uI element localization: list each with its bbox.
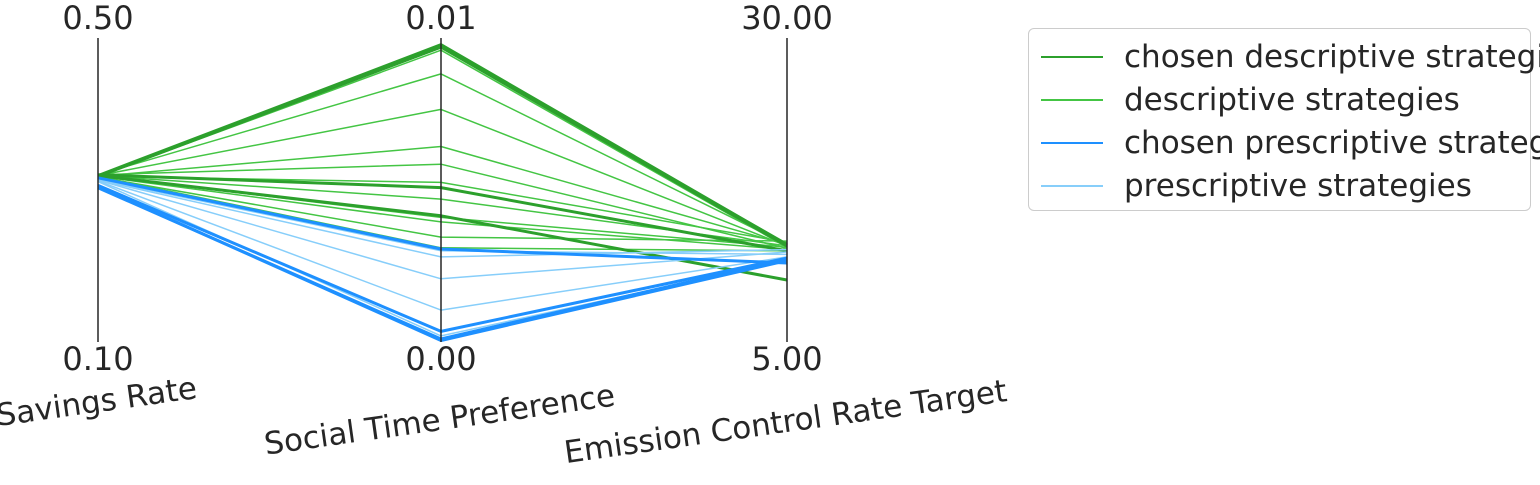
legend-label-descriptive: descriptive strategies bbox=[1124, 82, 1460, 118]
legend-swatch-descriptive bbox=[1041, 99, 1103, 101]
strategy-line bbox=[97, 179, 788, 258]
legend-swatch-prescriptive bbox=[1041, 185, 1103, 187]
legend-label-chosen-prescriptive: chosen prescriptive strategies bbox=[1124, 125, 1540, 161]
parallel-coordinates-chart: 0.50 0.01 30.00 0.10 0.00 5.00 Savings R… bbox=[0, 0, 1009, 471]
axis-bottom-tick-savings-rate: 0.10 bbox=[62, 340, 133, 378]
legend-swatch-chosen-descriptive bbox=[1041, 56, 1103, 58]
axes: 0.50 0.01 30.00 0.10 0.00 5.00 Savings R… bbox=[0, 0, 1009, 471]
strategy-line bbox=[97, 163, 788, 250]
series-lines bbox=[97, 43, 788, 342]
axis-bottom-tick-social-time-preference: 0.00 bbox=[405, 340, 476, 378]
series-chosen-descriptive-strategies bbox=[97, 43, 788, 282]
axis-top-tick-social-time-preference: 0.01 bbox=[405, 0, 476, 37]
axis-label-emission-control-rate-target: Emission Control Rate Target bbox=[562, 373, 1009, 471]
series-chosen-prescriptive-strategies bbox=[97, 176, 788, 342]
legend-label-chosen-descriptive: chosen descriptive strategies bbox=[1124, 39, 1540, 75]
axis-top-tick-savings-rate: 0.50 bbox=[62, 0, 133, 37]
axis-bottom-tick-emission-control-rate-target: 5.00 bbox=[751, 340, 822, 378]
strategy-line bbox=[97, 46, 788, 245]
axis-top-tick-emission-control-rate-target: 30.00 bbox=[741, 0, 833, 37]
axis-label-savings-rate: Savings Rate bbox=[0, 370, 199, 434]
legend: chosen descriptive strategies descriptiv… bbox=[1028, 28, 1540, 211]
legend-swatch-chosen-prescriptive bbox=[1041, 142, 1103, 144]
legend-label-prescriptive: prescriptive strategies bbox=[1124, 168, 1472, 204]
